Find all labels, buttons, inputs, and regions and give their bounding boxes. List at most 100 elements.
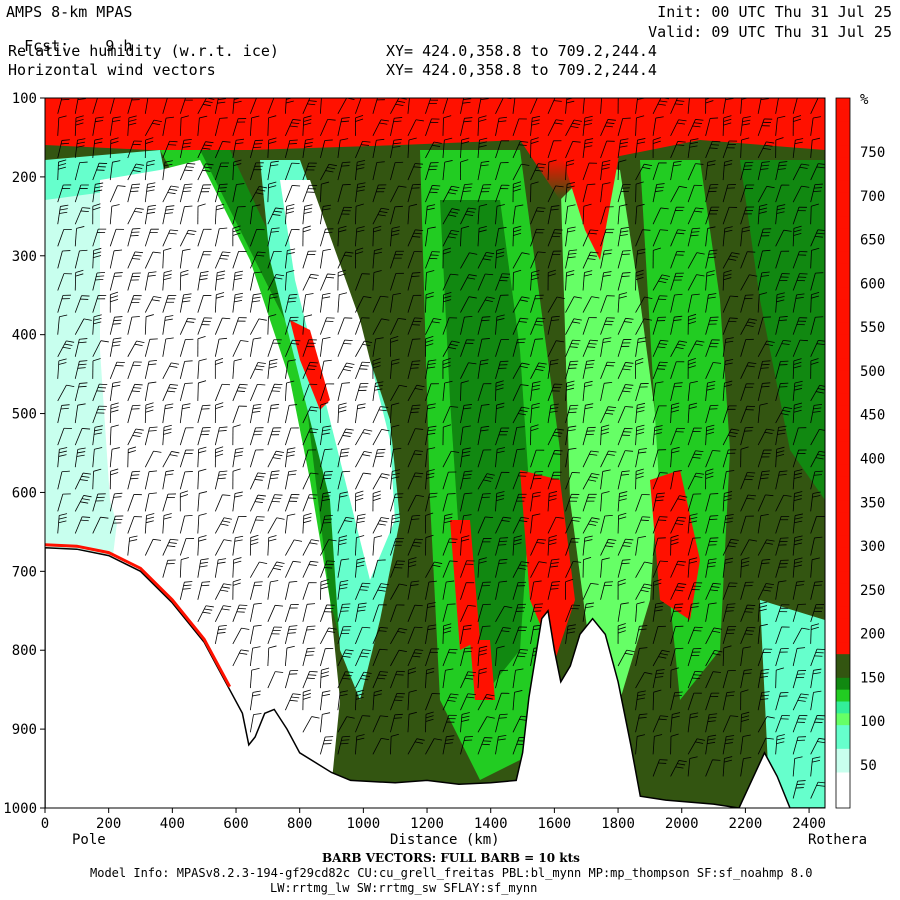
wind-barb: [249, 98, 257, 114]
wind-barb: [232, 627, 250, 645]
wind-barb: [179, 98, 193, 114]
wind-barb: [127, 316, 140, 335]
wind-barb: [652, 183, 665, 203]
wind-barb: [407, 472, 424, 490]
wind-barb: [687, 626, 703, 645]
wind-barb: [372, 184, 387, 203]
wind-barb: [792, 780, 806, 799]
wind-barb: [214, 426, 228, 446]
wind-barb: [792, 491, 803, 512]
wind-barb: [197, 141, 214, 159]
wind-barb: [740, 206, 755, 225]
wind-barb: [495, 558, 508, 578]
wind-barb: [179, 581, 193, 600]
wind-barb: [670, 534, 679, 556]
wind-barb: [372, 138, 385, 159]
wind-barb: [460, 137, 470, 158]
wind-barb: [757, 539, 775, 556]
wind-barb: [757, 623, 768, 644]
wind-barb: [92, 138, 103, 159]
wind-barb: [372, 207, 390, 225]
wind-barb: [232, 225, 241, 247]
wind-barb: [232, 578, 241, 600]
wind-barb: [600, 514, 613, 534]
wind-barb: [775, 425, 787, 446]
wind-barb: [74, 382, 88, 402]
wind-barb: [355, 626, 371, 645]
wind-barb: [407, 119, 424, 137]
wind-barb: [267, 358, 278, 379]
wind-barb: [232, 535, 244, 556]
wind-barb: [372, 295, 389, 313]
wind-barb: [197, 513, 207, 534]
wind-barb: [320, 317, 335, 335]
colorbar-swatch: [836, 784, 850, 797]
wind-barb: [705, 206, 720, 225]
wind-barb: [617, 227, 630, 247]
wind-barb: [425, 492, 438, 512]
wind-barb: [425, 204, 436, 225]
x-tick-label: 1200: [410, 816, 444, 832]
colorbar-swatch: [836, 524, 850, 537]
wind-barb: [617, 98, 619, 114]
wind-barb: [547, 450, 563, 468]
wind-barb: [565, 360, 579, 379]
rh-region-saturated-patch-2: [520, 470, 575, 660]
wind-barb: [687, 293, 700, 313]
wind-barb: [337, 649, 354, 667]
wind-barb: [285, 693, 301, 711]
wind-barb: [810, 247, 820, 269]
x-tick-label: 1000: [347, 816, 381, 832]
wind-barb: [565, 425, 577, 446]
wind-barb: [319, 448, 333, 468]
wind-barb: [57, 250, 71, 269]
wind-barb: [705, 249, 718, 269]
wind-barb: [722, 735, 735, 755]
wind-barb: [687, 227, 701, 247]
wind-barb: [652, 759, 668, 777]
wind-barb: [810, 203, 820, 225]
wind-barb: [722, 317, 738, 335]
wind-barb: [127, 535, 138, 556]
colorbar-label: 100: [860, 714, 885, 730]
wind-barb: [740, 539, 758, 556]
colorbar-swatch: [836, 393, 850, 407]
wind-barb: [162, 470, 174, 490]
wind-barb: [617, 491, 628, 512]
wind-barb: [162, 403, 174, 424]
wind-barb: [687, 358, 696, 379]
wind-barb: [740, 515, 754, 534]
wind-barb: [127, 361, 142, 379]
wind-barb: [249, 337, 262, 357]
wind-barb: [390, 335, 399, 357]
wind-barb: [617, 406, 634, 424]
wind-barb: [635, 383, 649, 402]
wind-barb: [600, 249, 613, 269]
wind-barb: [740, 711, 750, 733]
wind-barb: [284, 404, 298, 424]
rh-region-saturated-patch-4: [650, 470, 700, 620]
wind-barb: [425, 580, 437, 600]
wind-barb: [722, 428, 740, 446]
wind-barb: [214, 98, 226, 114]
wind-barb: [355, 649, 371, 667]
wind-barb: [74, 428, 91, 446]
wind-barb: [477, 493, 491, 512]
wind-barb: [740, 116, 751, 136]
wind-barb: [705, 404, 719, 424]
wind-barb: [582, 403, 594, 424]
wind-barb: [407, 203, 418, 225]
wind-barb: [775, 382, 789, 402]
wind-barb: [179, 360, 193, 379]
wind-barb: [582, 251, 599, 269]
colorbar-swatch: [836, 476, 850, 489]
wind-barb: [460, 117, 473, 136]
wind-barb: [407, 580, 420, 600]
wind-barb: [705, 140, 721, 159]
wind-barb: [372, 559, 386, 578]
wind-barb: [495, 380, 504, 401]
wind-barb: [320, 647, 334, 667]
wind-barb: [302, 689, 311, 711]
wind-barb: [109, 98, 115, 114]
wind-barb: [740, 581, 754, 600]
